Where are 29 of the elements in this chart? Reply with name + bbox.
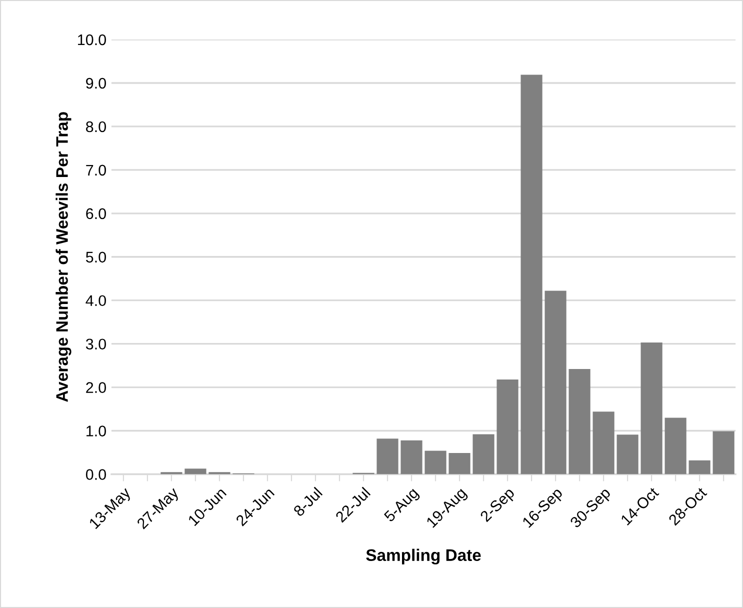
bar xyxy=(616,434,638,474)
bar xyxy=(424,450,446,474)
bar xyxy=(544,290,566,474)
y-tick-label: 9.0 xyxy=(86,78,106,89)
y-tick-label: 10.0 xyxy=(78,34,106,46)
y-tick-label: 4.0 xyxy=(86,295,106,306)
y-tick-label: 8.0 xyxy=(86,121,106,132)
bar xyxy=(376,438,398,474)
y-tick-label: 6.0 xyxy=(86,208,106,220)
y-tick-label: 1.0 xyxy=(86,426,106,436)
y-tick-label: 7.0 xyxy=(86,164,106,176)
bar xyxy=(400,440,422,474)
y-axis-title: Average Number of Weevils Per Trap xyxy=(56,112,72,402)
bar xyxy=(496,379,518,474)
bar xyxy=(712,431,734,474)
bar xyxy=(640,342,662,474)
y-tick-label: 0.0 xyxy=(86,469,106,480)
bar xyxy=(520,74,542,474)
bar xyxy=(592,412,614,474)
bar xyxy=(184,468,206,474)
bar xyxy=(472,434,494,474)
bar xyxy=(688,460,710,474)
bar xyxy=(664,418,686,474)
bar xyxy=(448,452,470,474)
y-tick-label: 3.0 xyxy=(86,338,106,350)
y-tick-label: 5.0 xyxy=(86,252,106,263)
y-tick-label: 2.0 xyxy=(86,382,106,393)
x-axis-title: Sampling Date xyxy=(366,548,481,564)
bar xyxy=(568,369,590,474)
